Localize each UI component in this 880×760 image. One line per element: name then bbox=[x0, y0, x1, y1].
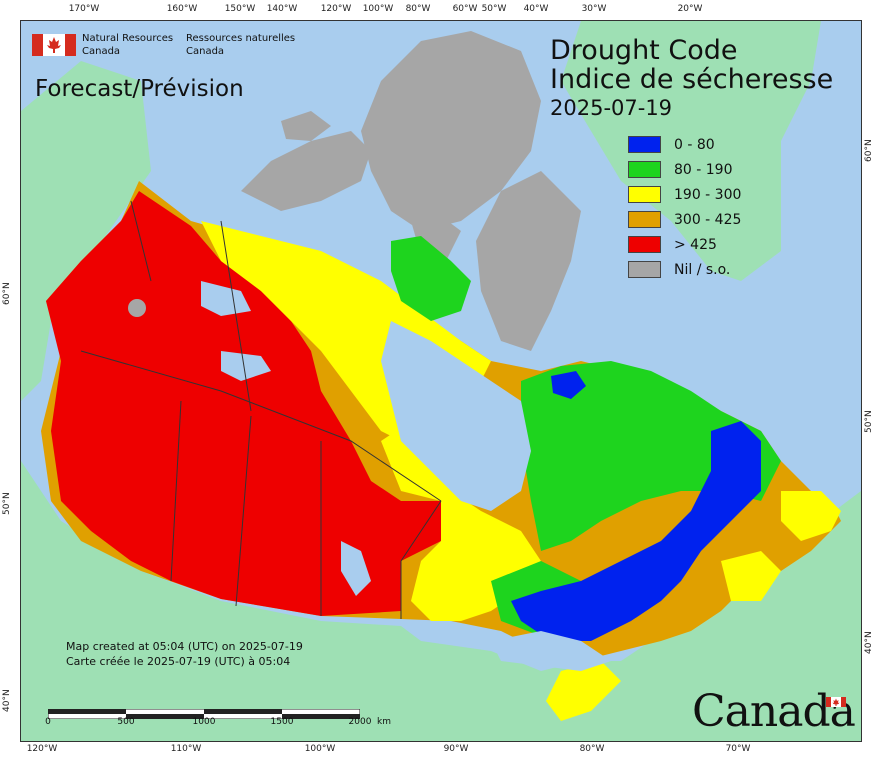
graticule-label-top: 30°W bbox=[581, 4, 607, 14]
graticule-label-top: 160°W bbox=[166, 4, 198, 14]
graticule-label-bottom: 80°W bbox=[579, 744, 605, 754]
agency-name-fr: Ressources naturelles Canada bbox=[186, 32, 295, 58]
agency-name-fr-line: Canada bbox=[186, 46, 225, 57]
graticule-label-top: 20°W bbox=[677, 4, 703, 14]
graticule-label-top: 50°W bbox=[481, 4, 507, 14]
scale-unit: km bbox=[377, 717, 391, 727]
scale-label: 1000 bbox=[192, 717, 216, 727]
legend-label: 0 - 80 bbox=[674, 137, 715, 153]
graticule-label-top: 150°W bbox=[224, 4, 256, 14]
legend-label: > 425 bbox=[674, 237, 717, 253]
scale-label: 0 bbox=[45, 717, 51, 727]
legend-swatch bbox=[628, 236, 661, 253]
graticule-label-right: 60°N bbox=[864, 139, 874, 162]
graticule-label-left: 50°N bbox=[2, 492, 12, 515]
agency-name-en: Natural Resources Canada bbox=[82, 32, 173, 58]
legend-swatch bbox=[628, 161, 661, 178]
scale-bar bbox=[47, 704, 361, 720]
map-title-en: Drought Code bbox=[550, 35, 738, 66]
scale-label: 2000 bbox=[348, 717, 372, 727]
legend-swatch bbox=[628, 261, 661, 278]
graticule-label-bottom: 100°W bbox=[304, 744, 336, 754]
created-note-en: Map created at 05:04 (UTC) on 2025-07-19 bbox=[66, 640, 303, 653]
graticule-label-bottom: 70°W bbox=[725, 744, 751, 754]
legend-label: 300 - 425 bbox=[674, 212, 742, 228]
agency-name-fr-line: Ressources naturelles bbox=[186, 33, 296, 44]
canada-wordmark: Canada bbox=[692, 686, 856, 737]
legend-label: Nil / s.o. bbox=[674, 262, 731, 278]
scale-label: 1500 bbox=[270, 717, 294, 727]
drought-code-map bbox=[21, 21, 861, 741]
map-canvas bbox=[20, 20, 862, 742]
graticule-label-bottom: 110°W bbox=[170, 744, 202, 754]
flag-icon bbox=[32, 34, 76, 56]
graticule-label-top: 170°W bbox=[68, 4, 100, 14]
legend-label: 190 - 300 bbox=[674, 187, 742, 203]
wordmark-flag-icon bbox=[826, 692, 846, 707]
graticule-label-top: 120°W bbox=[320, 4, 352, 14]
agency-name-en-line: Canada bbox=[82, 46, 121, 57]
legend-swatch bbox=[628, 136, 661, 153]
legend-swatch bbox=[628, 186, 661, 203]
graticule-label-top: 100°W bbox=[362, 4, 394, 14]
graticule-label-top: 140°W bbox=[266, 4, 298, 14]
graticule-label-bottom: 90°W bbox=[443, 744, 469, 754]
agency-name-en-line: Natural Resources bbox=[82, 33, 174, 44]
legend-label: 80 - 190 bbox=[674, 162, 733, 178]
graticule-label-top: 60°W bbox=[452, 4, 478, 14]
graticule-label-bottom: 120°W bbox=[26, 744, 58, 754]
scale-label: 500 bbox=[117, 717, 135, 727]
graticule-label-top: 40°W bbox=[523, 4, 549, 14]
legend-swatch bbox=[628, 211, 661, 228]
graticule-label-left: 60°N bbox=[2, 282, 12, 305]
forecast-label: Forecast/Prévision bbox=[35, 76, 244, 102]
graticule-label-left: 40°N bbox=[2, 689, 12, 712]
graticule-label-top: 80°W bbox=[405, 4, 431, 14]
created-note-fr: Carte créée le 2025-07-19 (UTC) à 05:04 bbox=[66, 655, 291, 668]
graticule-label-right: 40°N bbox=[864, 631, 874, 654]
graticule-label-right: 50°N bbox=[864, 410, 874, 433]
map-title-fr: Indice de sécheresse bbox=[550, 64, 834, 95]
map-date: 2025-07-19 bbox=[550, 96, 673, 120]
